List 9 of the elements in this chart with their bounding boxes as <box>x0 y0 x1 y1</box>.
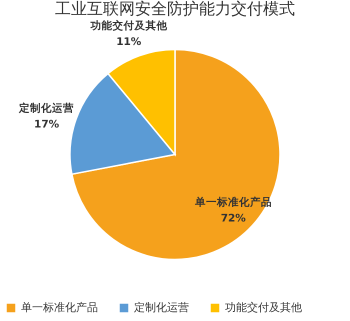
data-label: 11% <box>116 36 142 48</box>
slice-label: 定制化运营 <box>18 101 74 114</box>
slice-label: 功能交付及其他 <box>89 19 168 32</box>
legend-label: 定制化运营 <box>134 301 189 314</box>
data-label: 17% <box>34 118 60 130</box>
legend-label: 功能交付及其他 <box>225 301 302 314</box>
legend-label: 单一标准化产品 <box>21 301 98 314</box>
data-label: 72% <box>220 212 246 225</box>
chart-title: 工业互联网安全防护能力交付模式 <box>55 0 295 18</box>
